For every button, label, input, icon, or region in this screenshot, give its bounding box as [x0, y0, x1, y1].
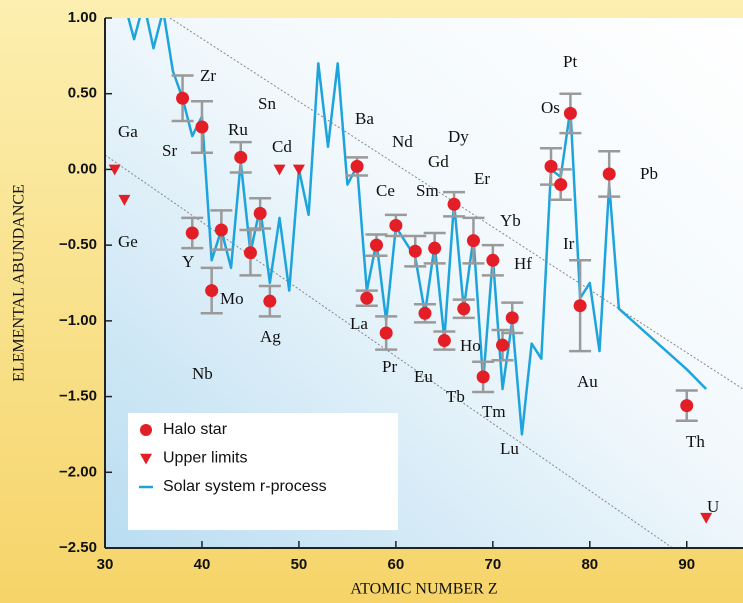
- halo-star-point: [263, 294, 277, 308]
- halo-star-point: [563, 106, 577, 120]
- halo-star-point: [350, 159, 364, 173]
- element-label: Ba: [355, 109, 374, 128]
- element-label: Sr: [162, 141, 177, 160]
- halo-star-point: [437, 334, 451, 348]
- legend-box: [128, 413, 398, 530]
- upper-limit: [118, 194, 131, 206]
- halo-star-point: [369, 238, 383, 252]
- element-label: Ga: [118, 122, 138, 141]
- upper-limit: [292, 164, 305, 176]
- upper-limit: [108, 164, 121, 176]
- element-label: Sn: [258, 94, 276, 113]
- element-label: Nd: [392, 132, 413, 151]
- halo-star-point: [379, 326, 393, 340]
- element-label: Eu: [414, 367, 433, 386]
- element-label: Dy: [448, 127, 469, 146]
- halo-star-point: [408, 244, 422, 258]
- x-tick-label: 80: [581, 556, 598, 573]
- y-tick-label: −1.00: [59, 312, 97, 329]
- element-label: Sm: [416, 181, 439, 200]
- y-tick-label: −1.50: [59, 388, 97, 405]
- legend-marker: [140, 424, 152, 436]
- halo-star-point: [205, 284, 219, 298]
- element-label: U: [707, 497, 719, 516]
- y-tick-label: 1.00: [68, 9, 97, 26]
- halo-star-point: [544, 159, 558, 173]
- halo-star-point: [195, 120, 209, 134]
- element-label: Ru: [228, 120, 248, 139]
- element-label: Ce: [376, 181, 395, 200]
- element-label: Os: [541, 98, 560, 117]
- element-label: Pt: [563, 52, 577, 71]
- y-tick-label: 0.00: [68, 160, 97, 177]
- halo-star-point: [234, 150, 248, 164]
- element-label: Mo: [220, 289, 244, 308]
- element-label: Ir: [563, 234, 575, 253]
- halo-star-point: [554, 178, 568, 192]
- element-label: Hf: [514, 254, 532, 273]
- element-label: Ge: [118, 232, 138, 251]
- upper-limit: [273, 164, 286, 176]
- plot: [108, 18, 713, 524]
- element-label: Pr: [382, 357, 397, 376]
- element-label: Th: [686, 432, 705, 451]
- guide-line: [105, 154, 674, 548]
- element-label: Gd: [428, 152, 449, 171]
- element-label: Y: [182, 252, 194, 271]
- x-tick-label: 60: [388, 556, 405, 573]
- y-tick-label: −2.50: [59, 539, 97, 556]
- halo-star-point: [418, 306, 432, 320]
- x-tick-label: 40: [194, 556, 211, 573]
- x-tick-label: 90: [678, 556, 695, 573]
- element-label: Ag: [260, 327, 281, 346]
- legend-marker: [140, 453, 152, 465]
- guide-line: [169, 18, 743, 390]
- element-label: Tb: [446, 387, 465, 406]
- upper-limit: [700, 512, 713, 524]
- element-label: Lu: [500, 439, 519, 458]
- element-label: Nb: [192, 364, 213, 383]
- halo-star-point: [360, 291, 374, 305]
- x-tick-label: 70: [484, 556, 501, 573]
- element-label: Ho: [460, 336, 481, 355]
- x-axis-label: ATOMIC NUMBER Z: [350, 581, 497, 598]
- legend-label: Halo star: [163, 421, 228, 438]
- halo-star-point: [505, 311, 519, 325]
- halo-star-point: [496, 338, 510, 352]
- halo-star-point: [243, 246, 257, 260]
- halo-star-point: [573, 299, 587, 313]
- guide-lines: [105, 18, 743, 548]
- element-label: Pb: [640, 164, 658, 183]
- element-label: Au: [577, 372, 598, 391]
- y-tick-label: −2.00: [59, 463, 97, 480]
- halo-star-point: [466, 234, 480, 248]
- halo-star-point: [680, 399, 694, 413]
- halo-star-point: [214, 223, 228, 237]
- halo-star-point: [185, 226, 199, 240]
- y-axis-label: ELEMENTAL ABUNDANCE: [11, 184, 28, 382]
- x-tick-label: 30: [97, 556, 114, 573]
- y-tick-label: −0.50: [59, 236, 97, 253]
- halo-star-point: [389, 218, 403, 232]
- halo-star-point: [176, 91, 190, 105]
- y-tick-label: 0.50: [68, 85, 97, 102]
- element-label: Cd: [272, 137, 292, 156]
- halo-star-point: [428, 241, 442, 255]
- element-label: Yb: [500, 211, 521, 230]
- halo-star-point: [602, 167, 616, 181]
- halo-star-point: [457, 302, 471, 316]
- x-tick-label: 50: [291, 556, 308, 573]
- element-label: Tm: [482, 402, 506, 421]
- legend-label: Solar system r-process: [163, 478, 327, 495]
- halo-star-point: [447, 197, 461, 211]
- halo-star-point: [253, 206, 267, 220]
- series-clip: [108, 18, 713, 524]
- halo-star-point: [486, 253, 500, 267]
- halo-star-point: [476, 370, 490, 384]
- element-label: Er: [474, 169, 490, 188]
- element-label: La: [350, 314, 368, 333]
- element-label: Zr: [200, 66, 216, 85]
- legend-label: Upper limits: [163, 450, 247, 467]
